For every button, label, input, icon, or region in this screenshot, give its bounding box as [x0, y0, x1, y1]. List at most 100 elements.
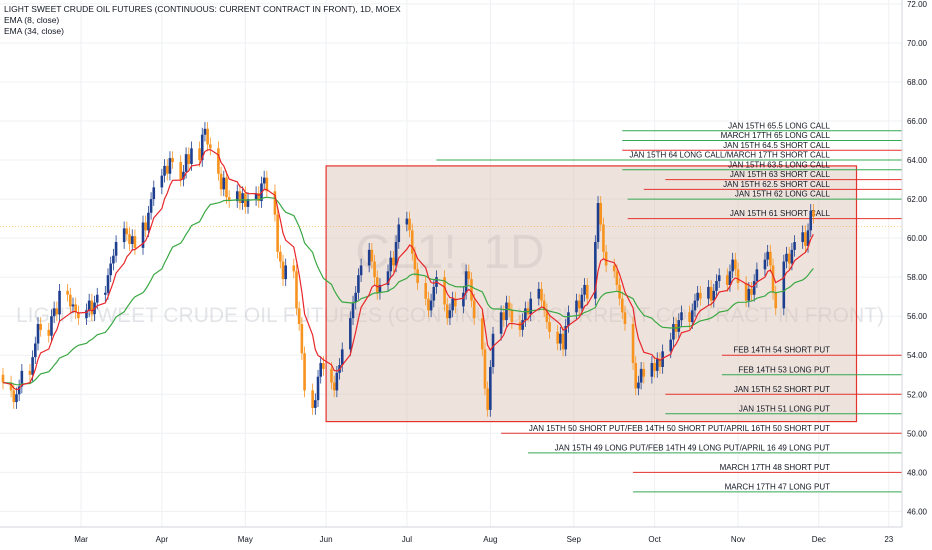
time-axis[interactable]: Mar Apr May Jun Jul Aug Sep Oct Nov Dec 23: [0, 526, 902, 544]
candle-body: [235, 191, 239, 202]
candle-body: [122, 228, 126, 243]
candle-body: [109, 263, 112, 276]
candle-body: [556, 331, 559, 344]
candle-body: [594, 242, 597, 299]
candle-body: [373, 261, 376, 278]
level-label: JAN 15TH 61 SHORT CALL: [730, 209, 831, 218]
candle-body: [510, 310, 514, 323]
candle-body: [548, 322, 551, 332]
candle-body: [394, 242, 398, 266]
level-label: JAN 15TH 63.5 LONG CALL: [728, 160, 830, 169]
candle-body: [734, 259, 737, 270]
candle-body: [690, 310, 694, 323]
time-tick-label: Nov: [731, 535, 745, 544]
time-tick-label: Jul: [402, 535, 412, 544]
candle-body: [36, 324, 40, 344]
candle-body: [85, 310, 88, 319]
candle-body: [397, 224, 401, 243]
candle-body: [295, 271, 298, 309]
candle-body: [357, 275, 360, 293]
candle-body: [448, 310, 452, 319]
candle-body: [303, 353, 306, 391]
candle-body: [128, 234, 131, 244]
legend-ema-slow[interactable]: EMA (34, close): [4, 26, 64, 36]
candle-body: [561, 333, 565, 350]
candle-body: [744, 283, 748, 301]
candle-body: [351, 302, 355, 319]
level-label: JAN 15TH 52 SHORT PUT: [734, 385, 830, 394]
candle-body: [378, 284, 382, 293]
price-tick-label: 68.00: [907, 78, 928, 87]
candles: [1, 121, 815, 417]
candle-body: [658, 359, 662, 367]
candle-body: [20, 370, 24, 387]
price-tick-label: 58.00: [907, 273, 928, 282]
candle-body: [486, 388, 489, 410]
candle-body: [462, 292, 465, 307]
candle-body: [491, 333, 495, 367]
candle-body: [712, 290, 716, 301]
candle-body: [34, 343, 37, 358]
candle-body: [672, 324, 675, 340]
candle-body: [445, 304, 449, 319]
candle-body: [575, 300, 578, 313]
candle-body: [12, 390, 16, 403]
candle-body: [125, 228, 129, 235]
candle-body: [182, 171, 185, 180]
price-tick-label: 70.00: [907, 39, 928, 48]
candle-body: [631, 324, 635, 364]
candle-body: [254, 193, 258, 200]
candle-body: [405, 218, 409, 225]
candle-body: [133, 236, 137, 248]
candle-body: [696, 292, 699, 301]
price-tick-label: 72.00: [907, 0, 928, 9]
candle-body: [639, 368, 643, 383]
candle-body: [755, 269, 759, 282]
time-tick-label: 23: [884, 535, 893, 544]
candle-body: [521, 320, 524, 330]
time-tick-label: Jun: [320, 535, 333, 544]
time-tick-label: Mar: [74, 535, 88, 544]
candle-body: [359, 265, 363, 276]
candle-body: [596, 202, 600, 243]
candle-body: [144, 222, 148, 231]
candle-body: [87, 300, 91, 311]
candle-body: [505, 302, 508, 321]
candle-body: [650, 363, 654, 377]
candle-body: [227, 197, 231, 202]
candle-body: [276, 214, 279, 252]
candle-body: [542, 300, 546, 311]
candle-body: [790, 249, 794, 264]
candle-body: [623, 312, 627, 325]
candle-body: [424, 283, 428, 299]
candle-body: [370, 249, 374, 262]
candle-body: [653, 363, 656, 371]
candle-body: [206, 128, 209, 145]
candle-body: [55, 308, 59, 315]
candle-body: [766, 251, 769, 260]
level-label: MARCH 17TH 47 LONG PUT: [725, 482, 830, 491]
candle-body: [489, 366, 492, 410]
candle-body: [518, 322, 522, 330]
price-tick-label: 48.00: [907, 468, 928, 477]
candle-body: [637, 382, 640, 389]
level-label: FEB 14TH 53 LONG PUT: [738, 365, 830, 374]
legend-title: LIGHT SWEET CRUDE OIL FUTURES (CONTINUOU…: [4, 4, 401, 14]
candle-body: [809, 210, 813, 231]
candle-body: [577, 300, 581, 309]
level-label: JAN 15TH 51 LONG PUT: [739, 404, 830, 413]
candle-body: [545, 310, 549, 323]
level-label: JAN 15TH 63 SHORT CALL: [730, 170, 831, 179]
candle-body: [715, 281, 718, 291]
candle-body: [615, 271, 619, 285]
candle-body: [804, 232, 807, 246]
legend-ema-fast[interactable]: EMA (8, close): [4, 15, 60, 25]
time-tick-label: Dec: [812, 535, 826, 544]
candle-body: [165, 165, 169, 174]
candle-body: [50, 316, 53, 336]
candle-body: [661, 351, 664, 367]
candle-body: [149, 199, 153, 213]
level-label: JAN 15TH 64 LONG CALL/MARCH 17TH SHORT C…: [629, 151, 830, 160]
price-axis[interactable]: 46.00 48.00 50.00 52.00 54.00 56.00 58.00 60.00…: [901, 0, 932, 550]
